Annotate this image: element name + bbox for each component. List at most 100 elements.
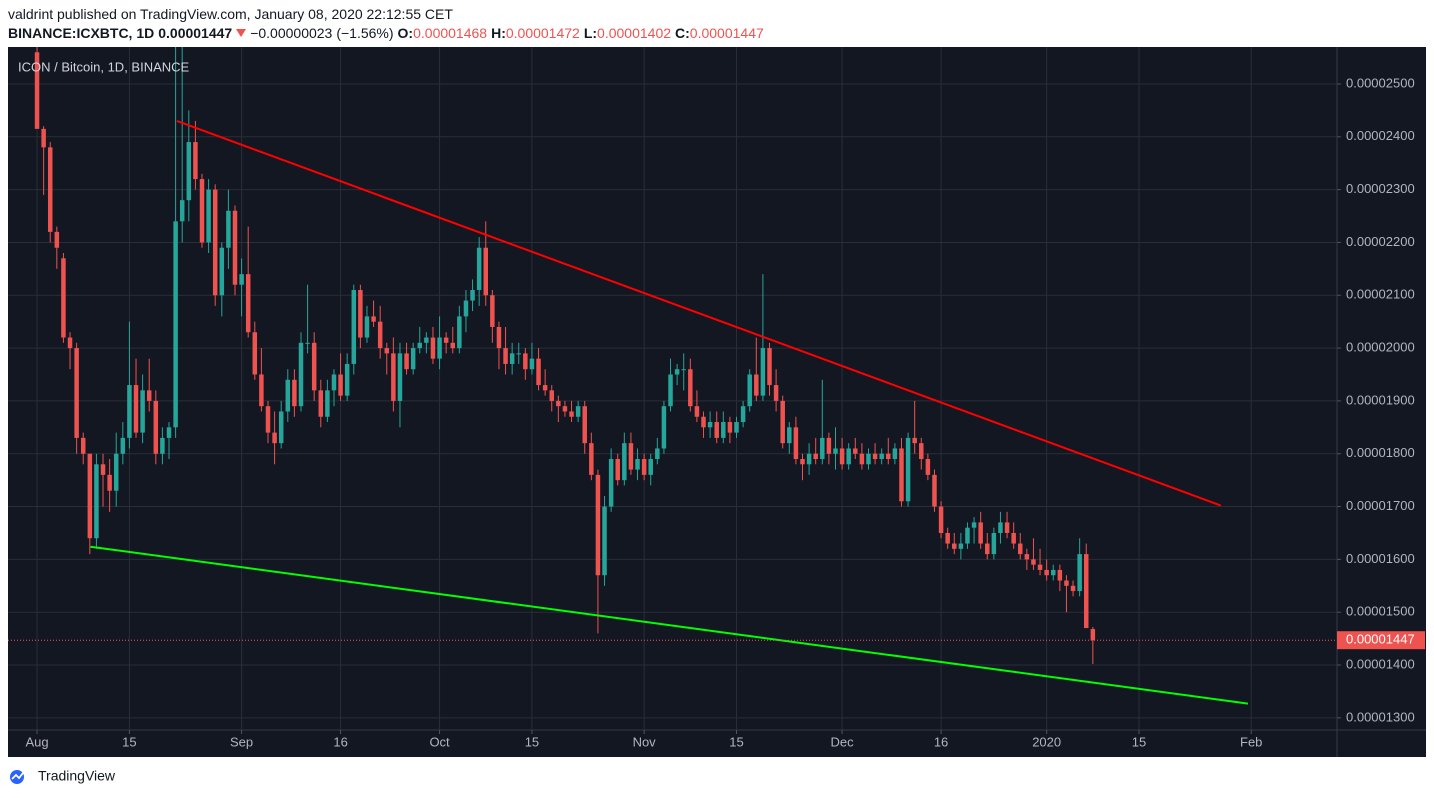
candle-body — [846, 448, 851, 465]
x-tick-label: Dec — [831, 734, 855, 749]
candle-body — [780, 400, 785, 444]
candle-body — [853, 448, 858, 454]
candle-body — [542, 385, 548, 391]
y-tick-label: 0.00002200 — [1346, 234, 1415, 249]
last-price-label: 0.00001447 — [1346, 632, 1415, 647]
y-tick-label: 0.00001600 — [1346, 551, 1415, 566]
candle-body — [1051, 569, 1056, 576]
candle-body — [1037, 564, 1043, 570]
candle-body — [140, 390, 145, 433]
candle-body — [179, 200, 185, 222]
candle-body — [767, 348, 772, 386]
chart-title: ICON / Bitcoin, 1D, BINANCE — [18, 59, 190, 74]
y-tick-label: 0.00001900 — [1346, 392, 1415, 407]
candle-body — [806, 453, 812, 465]
candle-body — [912, 437, 917, 444]
candle-body — [826, 437, 832, 454]
candle-body — [668, 374, 673, 407]
candle-body — [298, 342, 304, 407]
candle-body — [120, 437, 126, 454]
candle-body — [325, 390, 330, 417]
candle-body — [232, 210, 238, 285]
x-tick-label: 16 — [333, 734, 347, 749]
axes: 0.00001300 0.00001400 0.00001500 0.00001600… — [25, 75, 1425, 749]
candle-body — [985, 543, 990, 555]
candle-body — [417, 342, 423, 349]
candle-body — [351, 289, 357, 364]
down-arrow — [236, 29, 247, 37]
candle-body — [727, 422, 733, 433]
y-tick-label: 0.00002000 — [1346, 340, 1415, 355]
candle-body — [186, 142, 192, 201]
candle-body — [681, 369, 686, 371]
x-tick-label: Feb — [1240, 734, 1262, 749]
candle-body — [252, 332, 258, 375]
candle-body — [437, 337, 442, 359]
chart-background — [8, 47, 1426, 757]
candle-body — [1018, 543, 1023, 555]
low-label: L: — [583, 25, 598, 41]
candle-body — [1070, 585, 1076, 592]
candle-body — [391, 353, 396, 401]
candle-body — [688, 369, 693, 407]
candle-body — [384, 348, 390, 354]
candle-body — [892, 448, 898, 460]
candle-body — [958, 543, 964, 549]
candle-body — [859, 453, 865, 465]
candle-body — [219, 247, 225, 296]
candle-body — [1011, 532, 1016, 544]
x-tick-label: Sep — [230, 734, 253, 749]
candle-body — [292, 379, 297, 407]
candle-body — [41, 128, 46, 148]
candle-body — [635, 459, 640, 470]
candle-body — [905, 437, 911, 502]
candle-body — [1004, 522, 1010, 533]
y-tick-label: 0.00002100 — [1346, 287, 1415, 302]
candle-body — [265, 406, 271, 433]
candle-body — [615, 459, 620, 481]
candle-body — [740, 406, 746, 423]
candle-body — [113, 453, 119, 491]
candle-body — [259, 374, 264, 407]
candle-body — [833, 448, 838, 454]
candle-body — [886, 453, 891, 460]
candle-body — [602, 506, 607, 576]
candle-body — [622, 443, 627, 481]
candle-body — [483, 247, 488, 296]
candle-body — [443, 337, 449, 343]
candle-body — [694, 406, 700, 417]
candle-body — [94, 464, 99, 539]
x-tick-label: Aug — [25, 734, 48, 749]
candle-body — [67, 337, 73, 349]
candle-body — [61, 258, 66, 338]
publisher: valdrint published on TradingView.com, J… — [8, 6, 453, 22]
brand-name: TradingView — [38, 768, 116, 784]
candle-body — [344, 363, 350, 396]
candle-body — [701, 416, 706, 428]
close-label: C: — [675, 25, 690, 41]
y-tick-label: 0.00001400 — [1346, 656, 1415, 671]
candle-body — [397, 353, 403, 401]
candle-body — [245, 274, 251, 333]
y-tick-label: 0.00002300 — [1346, 181, 1415, 196]
high-label: H: — [491, 25, 506, 41]
candle-body — [305, 342, 310, 344]
x-tick-label: 15 — [729, 734, 743, 749]
candle-body — [166, 427, 172, 438]
candle-body — [463, 300, 469, 317]
candle-body — [971, 522, 977, 528]
change-pct: (−1.56%) — [336, 25, 394, 41]
candle-body — [648, 459, 653, 475]
y-tick-label: 0.00001800 — [1346, 445, 1415, 460]
close-value: 0.00001447 — [689, 25, 764, 41]
candle-body — [589, 443, 594, 475]
candle-body — [1024, 554, 1030, 560]
last-price: 0.00001447 — [158, 25, 233, 41]
candle-body — [272, 432, 277, 444]
last-price-box — [1337, 631, 1425, 650]
candle-body — [945, 532, 950, 544]
symbol: BINANCE:ICXBTC, 1D — [8, 25, 155, 41]
candle-body — [509, 353, 515, 364]
candle-body — [160, 437, 165, 454]
